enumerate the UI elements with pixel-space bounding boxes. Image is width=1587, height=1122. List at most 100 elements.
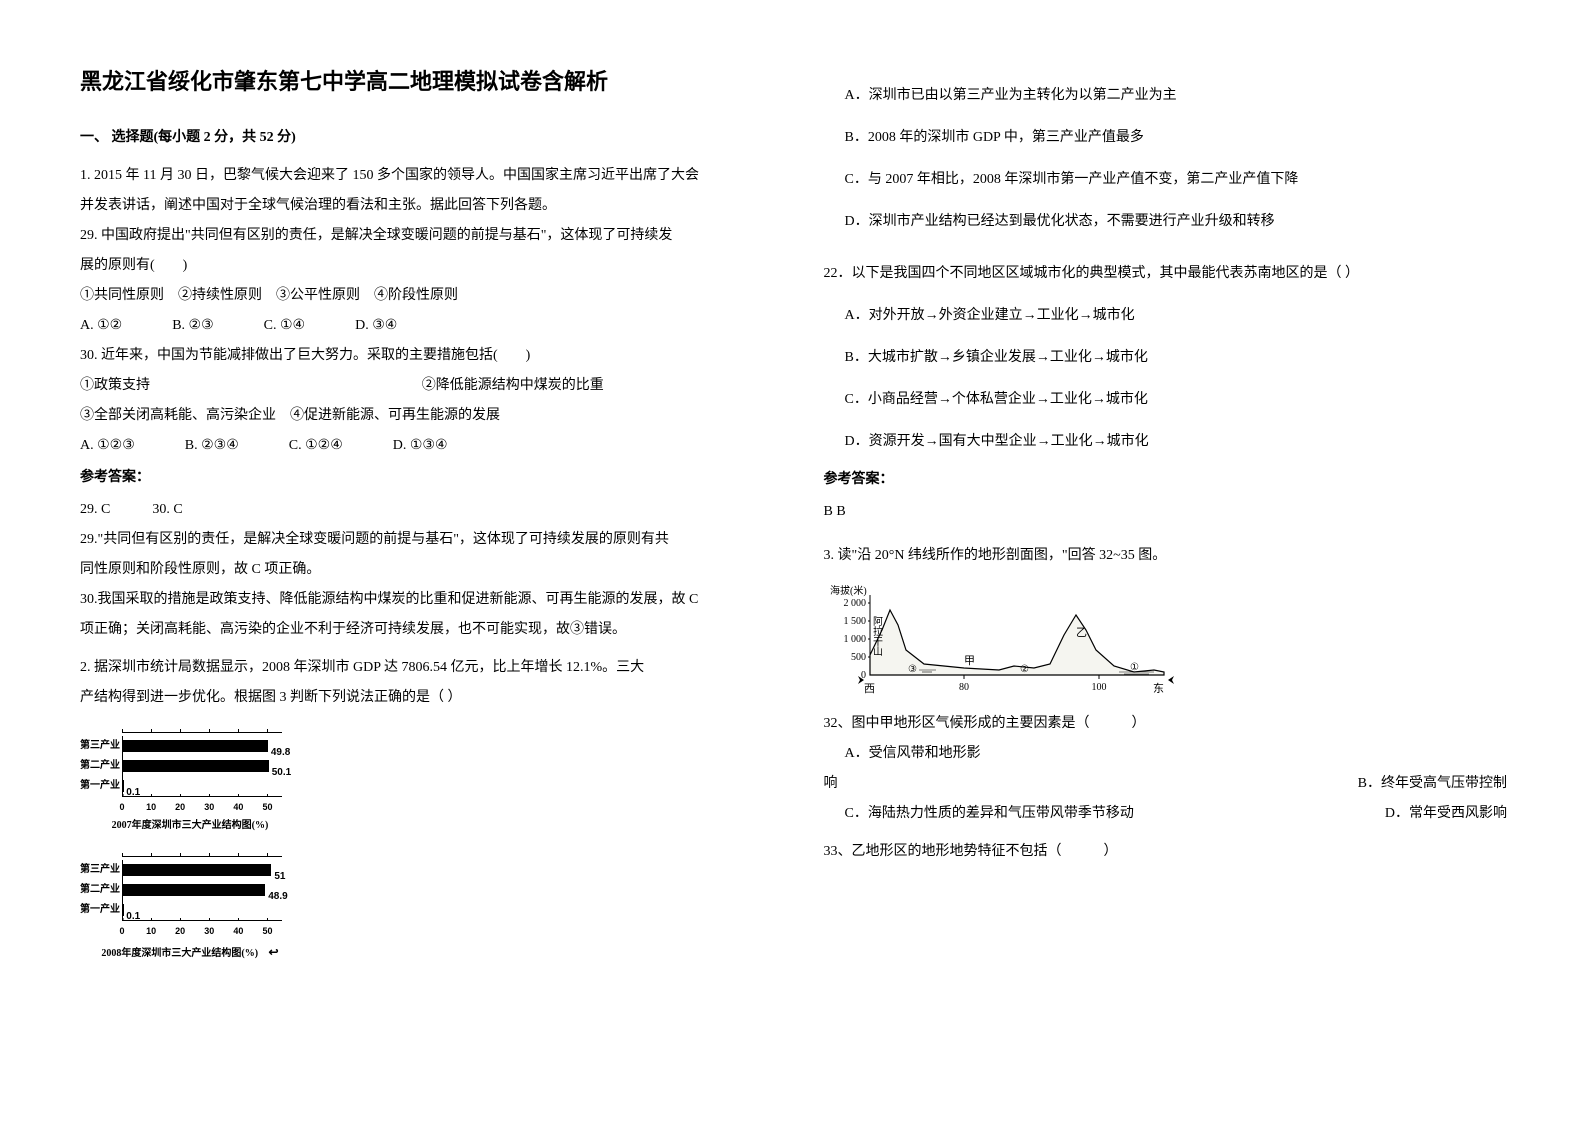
axis-tick: 0 bbox=[119, 798, 124, 816]
q2-line-2: 产结构得到进一步优化。根据图 3 判断下列说法正确的是（ ） bbox=[80, 684, 764, 712]
q30-line-bc: ①政策支持 ②降低能源结构中煤炭的比重 bbox=[80, 372, 764, 400]
bar: 50.1 bbox=[123, 760, 269, 772]
q32-opt-a: A．受信风带和地形影 bbox=[824, 740, 1508, 768]
q32-opt-c: C．海陆热力性质的差异和气压带风带季节移动 bbox=[824, 800, 1134, 828]
ans-29-30: 29. C 30. C bbox=[80, 496, 764, 524]
bar-label: 第二产业 bbox=[80, 756, 122, 776]
question-22: 22．以下是我国四个不同地区区域城市化的典型模式，其中最能代表苏南地区的是（ ）… bbox=[824, 260, 1508, 528]
bar: 48.9 bbox=[123, 884, 265, 896]
question-2-options: A．深圳市已由以第三产业为主转化为以第二产业为主 B．2008 年的深圳市 GD… bbox=[824, 82, 1508, 238]
profile-svg: 海拔(米) 2 000 1 500 1 000 500 0 bbox=[824, 580, 1184, 700]
axis-tick: 50 bbox=[262, 922, 272, 940]
q29-line-a: 29. 中国政府提出"共同但有区别的责任，是解决全球变暖问题的前提与基石"，这体… bbox=[80, 222, 764, 250]
chart-2008: 第三产业51第二产业48.9第一产业0.101020304050 2008年度深… bbox=[80, 856, 764, 974]
q32-line-xiang: 响 B．终年受高气压带控制 bbox=[824, 770, 1508, 798]
q29-options: A. ①② B. ②③ C. ①④ D. ③④ bbox=[80, 312, 764, 340]
svg-text:1 500: 1 500 bbox=[843, 616, 866, 627]
bar: 49.8 bbox=[123, 740, 268, 752]
chart-2007: 第三产业49.8第二产业50.1第一产业0.101020304050 2007年… bbox=[80, 732, 764, 846]
q30-opt-d: D. ①③④ bbox=[393, 432, 448, 460]
axis-tick: 0 bbox=[119, 922, 124, 940]
chart-2007-caption: 2007年度深圳市三大产业结构图(%) bbox=[80, 816, 300, 836]
axis-tick: 30 bbox=[204, 922, 214, 940]
axis-tick: 10 bbox=[146, 922, 156, 940]
q30-line-a: 30. 近年来，中国为节能减排做出了巨大努力。采取的主要措施包括( ) bbox=[80, 342, 764, 370]
q32-cd: C．海陆热力性质的差异和气压带风带季节移动 D．常年受西风影响 bbox=[824, 800, 1508, 828]
q1-intro-2: 并发表讲话，阐述中国对于全球气候治理的看法和主张。据此回答下列各题。 bbox=[80, 192, 764, 220]
answer-label-1: 参考答案： bbox=[80, 464, 764, 492]
question-3: 3. 读"沿 20°N 纬线所作的地形剖面图，"回答 32~35 图。 海拔(米… bbox=[824, 542, 1508, 868]
q1-intro-1: 1. 2015 年 11 月 30 日，巴黎气候大会迎来了 150 多个国家的领… bbox=[80, 162, 764, 190]
axis-tick: 20 bbox=[175, 798, 185, 816]
q32-opt-b: B．终年受高气压带控制 bbox=[1358, 770, 1507, 798]
q30-choice-2: ②降低能源结构中煤炭的比重 bbox=[422, 372, 764, 400]
q33-stem: 33、乙地形区的地形地势特征不包括（ ） bbox=[824, 838, 1508, 866]
q32-opt-d: D．常年受西风影响 bbox=[1364, 800, 1507, 828]
left-column: 黑龙江省绥化市肇东第七中学高二地理模拟试卷含解析 一、 选择题(每小题 2 分，… bbox=[80, 60, 764, 1062]
q29-choices: ①共同性原则 ②持续性原则 ③公平性原则 ④阶段性原则 bbox=[80, 282, 764, 310]
q29-opt-a: A. ①② bbox=[80, 312, 122, 340]
mark-yi: 乙 bbox=[1076, 626, 1087, 639]
q2-opt-b: B．2008 年的深圳市 GDP 中，第三产业产值最多 bbox=[824, 124, 1508, 152]
mountain-label: 阿拉干山 bbox=[870, 616, 882, 656]
q22-stem: 22．以下是我国四个不同地区区域城市化的典型模式，其中最能代表苏南地区的是（ ） bbox=[824, 260, 1508, 288]
bar-label: 第三产业 bbox=[80, 860, 122, 880]
q30-choice-1: ①政策支持 bbox=[80, 372, 422, 400]
axis-tick: 30 bbox=[204, 798, 214, 816]
bar-label: 第二产业 bbox=[80, 880, 122, 900]
q22-opt-c: C．小商品经营→个体私营企业→工业化→城市化 bbox=[824, 386, 1508, 414]
q3-stem: 3. 读"沿 20°N 纬线所作的地形剖面图，"回答 32~35 图。 bbox=[824, 542, 1508, 570]
east-label: 东 bbox=[1153, 682, 1164, 695]
page-title: 黑龙江省绥化市肇东第七中学高二地理模拟试卷含解析 bbox=[80, 60, 764, 104]
chart-2008-caption: 2008年度深圳市三大产业结构图(%) ↩ bbox=[80, 940, 300, 964]
svg-text:2 000: 2 000 bbox=[843, 598, 866, 609]
circle-1: ① bbox=[1130, 662, 1139, 673]
expl-3: 30.我国采取的措施是政策支持、降低能源结构中煤炭的比重和促进新能源、可再生能源… bbox=[80, 586, 764, 614]
q29-opt-d: D. ③④ bbox=[355, 312, 397, 340]
q2-line-1: 2. 据深圳市统计局数据显示，2008 年深圳市 GDP 达 7806.54 亿… bbox=[80, 654, 764, 682]
ylabel: 海拔(米) bbox=[830, 584, 867, 597]
q2-opt-c: C．与 2007 年相比，2008 年深圳市第一产业产值不变，第二产业产值下降 bbox=[824, 166, 1508, 194]
circle-3: ③ bbox=[908, 664, 917, 675]
circle-2: ② bbox=[1020, 664, 1029, 675]
ans-22: B B bbox=[824, 498, 1508, 526]
axis-tick: 20 bbox=[175, 922, 185, 940]
expl-2: 同性原则和阶段性原则，故 C 项正确。 bbox=[80, 556, 764, 584]
q30-line-c: ③全部关闭高耗能、高污染企业 ④促进新能源、可再生能源的发展 bbox=[80, 402, 764, 430]
axis-tick: 40 bbox=[233, 922, 243, 940]
q2-opt-d: D．深圳市产业结构已经达到最优化状态，不需要进行产业升级和转移 bbox=[824, 208, 1508, 236]
bar-label: 第一产业 bbox=[80, 776, 122, 796]
svg-text:80: 80 bbox=[959, 682, 969, 693]
q2-opt-a: A．深圳市已由以第三产业为主转化为以第二产业为主 bbox=[824, 82, 1508, 110]
q29-opt-c: C. ①④ bbox=[264, 312, 305, 340]
q22-opt-d: D．资源开发→国有大中型企业→工业化→城市化 bbox=[824, 428, 1508, 456]
west-label: 西 bbox=[864, 683, 875, 695]
q30-opt-b: B. ②③④ bbox=[185, 432, 239, 460]
q30-options: A. ①②③ B. ②③④ C. ①②④ D. ①③④ bbox=[80, 432, 764, 460]
mark-jia: 甲 bbox=[964, 655, 975, 667]
cursor-icon: ↩ bbox=[269, 940, 279, 964]
axis-tick: 10 bbox=[146, 798, 156, 816]
question-2-stem: 2. 据深圳市统计局数据显示，2008 年深圳市 GDP 达 7806.54 亿… bbox=[80, 654, 764, 714]
q30-opt-c: C. ①②④ bbox=[289, 432, 343, 460]
q32-stem: 32、图中甲地形区气候形成的主要因素是（ ） bbox=[824, 710, 1508, 738]
bar-label: 第三产业 bbox=[80, 736, 122, 756]
svg-text:100: 100 bbox=[1091, 682, 1106, 693]
axis-tick: 50 bbox=[262, 798, 272, 816]
profile-figure: 海拔(米) 2 000 1 500 1 000 500 0 bbox=[824, 580, 1508, 700]
answer-label-22: 参考答案： bbox=[824, 466, 1508, 494]
q29-line-b: 展的原则有( ) bbox=[80, 252, 764, 280]
q29-opt-b: B. ②③ bbox=[172, 312, 213, 340]
bar: 51 bbox=[123, 864, 271, 876]
svg-text:500: 500 bbox=[851, 652, 866, 663]
right-column: A．深圳市已由以第三产业为主转化为以第二产业为主 B．2008 年的深圳市 GD… bbox=[824, 60, 1508, 1062]
q30-opt-a: A. ①②③ bbox=[80, 432, 135, 460]
q22-opt-a: A．对外开放→外资企业建立→工业化→城市化 bbox=[824, 302, 1508, 330]
axis-tick: 40 bbox=[233, 798, 243, 816]
expl-1: 29."共同但有区别的责任，是解决全球变暖问题的前提与基石"，这体现了可持续发展… bbox=[80, 526, 764, 554]
svg-text:1 000: 1 000 bbox=[843, 634, 866, 645]
expl-4: 项正确；关闭高耗能、高污染的企业不利于经济可持续发展，也不可能实现，故③错误。 bbox=[80, 616, 764, 644]
question-1: 1. 2015 年 11 月 30 日，巴黎气候大会迎来了 150 多个国家的领… bbox=[80, 162, 764, 646]
section-header: 一、 选择题(每小题 2 分，共 52 分) bbox=[80, 124, 764, 152]
bar-label: 第一产业 bbox=[80, 900, 122, 920]
